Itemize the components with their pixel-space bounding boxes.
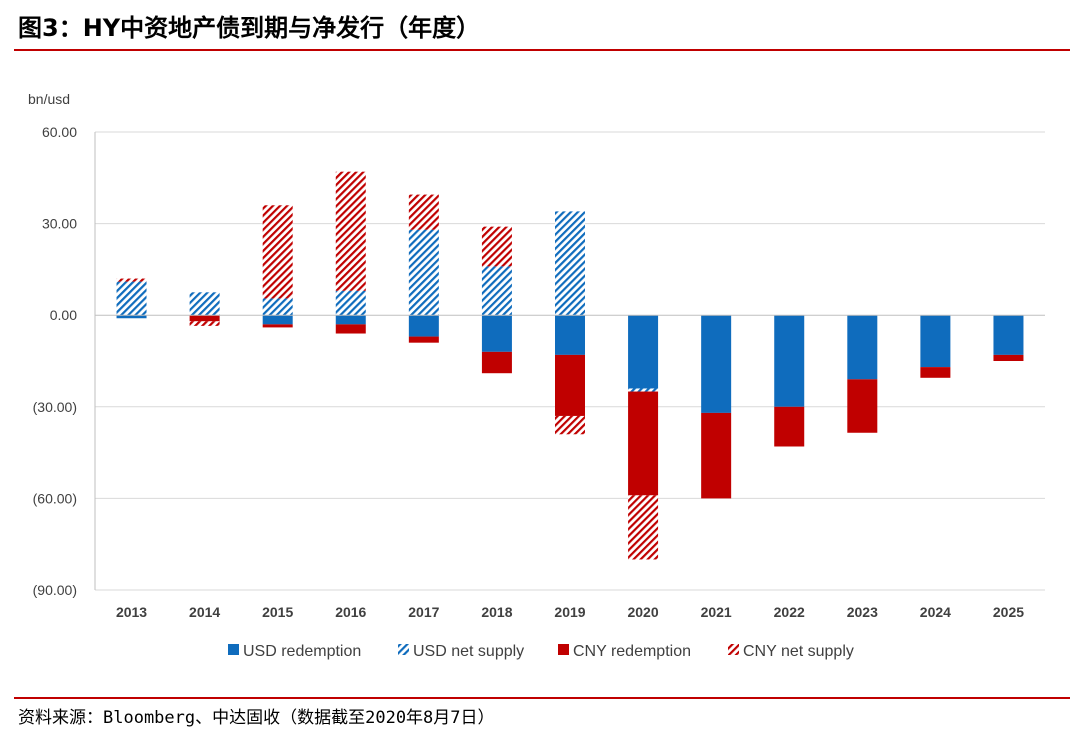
legend-swatch-usd-net-supply	[398, 644, 409, 655]
legend-label: CNY net supply	[743, 643, 854, 660]
legend-swatch-cny-net-supply	[728, 644, 739, 655]
usd-redemption-bar	[774, 315, 805, 407]
stacked-bar-chart: bn/usd 60.00 30.00 0.00 (30.00) (60.00) (90.0…	[28, 91, 1045, 660]
usd-redemption-bar	[262, 315, 293, 325]
usd-redemption-bar	[993, 315, 1024, 355]
x-category-label: 2022	[774, 604, 805, 620]
x-category-label: 2014	[189, 604, 220, 620]
y-tick-label: (30.00)	[33, 399, 77, 415]
x-axis-category-labels: 2013 2014 2015 2016 2017 2018 2019 2020 2021 2022…	[116, 604, 1024, 620]
cny-redemption-bar	[262, 324, 293, 328]
cny-redemption-bar	[555, 354, 585, 416]
cny-redemption-bar	[847, 379, 878, 433]
usd-net-supply-bar	[189, 292, 220, 316]
usd-redemption-bar	[920, 315, 951, 368]
figure-title: 图3：HY中资地产债到期与净发行（年度）	[18, 14, 481, 42]
usd-redemption-bar	[116, 315, 147, 319]
y-tick-label: 0.00	[50, 307, 77, 323]
legend: USD redemption USD net supply CNY redempti…	[228, 643, 854, 660]
legend-label: USD net supply	[413, 643, 524, 660]
usd-net-supply-bar	[335, 290, 366, 316]
cny-redemption-bar	[774, 406, 805, 447]
usd-net-supply-bar	[408, 229, 439, 316]
cny-redemption-bar	[335, 324, 366, 334]
cny-net-supply-bar	[189, 321, 220, 326]
title-rule	[14, 49, 1070, 51]
y-tick-label: 30.00	[42, 216, 77, 232]
cny-net-supply-bar	[116, 278, 147, 282]
y-tick-label: 60.00	[42, 124, 77, 140]
cny-net-supply-bar	[262, 205, 293, 299]
cny-net-supply-bar	[555, 415, 585, 435]
x-category-label: 2016	[335, 604, 366, 620]
usd-redemption-bar	[481, 315, 512, 352]
x-category-label: 2019	[554, 604, 585, 620]
source-rule	[14, 697, 1070, 699]
x-category-label: 2021	[701, 604, 732, 620]
usd-redemption-bar	[555, 315, 585, 355]
legend-label: CNY redemption	[573, 643, 691, 660]
x-category-label: 2024	[920, 604, 951, 620]
x-category-label: 2020	[627, 604, 658, 620]
usd-redemption-bar	[408, 315, 439, 337]
cny-net-supply-bar	[408, 194, 439, 230]
usd-redemption-bar	[628, 315, 659, 389]
legend-label: USD redemption	[243, 643, 361, 660]
cny-redemption-bar	[189, 315, 220, 322]
cny-net-supply-bar	[628, 495, 659, 560]
usd-net-supply-bar	[262, 298, 293, 316]
cny-redemption-bar	[920, 367, 951, 378]
cny-redemption-bar	[481, 351, 512, 374]
usd-redemption-bar	[701, 315, 732, 413]
legend-swatch-cny-redemption	[558, 644, 569, 655]
y-tick-label: (60.00)	[33, 490, 77, 506]
y-axis-unit-label: bn/usd	[28, 91, 70, 107]
cny-redemption-bar	[701, 412, 732, 499]
y-axis-tick-labels: 60.00 30.00 0.00 (30.00) (60.00) (90.00)	[33, 124, 78, 598]
cny-redemption-bar	[993, 354, 1024, 361]
cny-redemption-bar	[628, 391, 659, 496]
usd-redemption-bar	[335, 315, 366, 325]
x-category-label: 2023	[847, 604, 878, 620]
legend-swatch-usd-redemption	[228, 644, 239, 655]
bar-series	[116, 171, 1024, 560]
y-tick-label: (90.00)	[33, 582, 77, 598]
x-category-label: 2025	[993, 604, 1024, 620]
source-note: 资料来源：Bloomberg、中达固收（数据截至2020年8月7日）	[18, 708, 495, 728]
x-category-label: 2015	[262, 604, 293, 620]
x-category-label: 2017	[408, 604, 439, 620]
cny-redemption-bar	[408, 336, 439, 343]
x-category-label: 2013	[116, 604, 147, 620]
usd-net-supply-bar	[555, 211, 585, 316]
x-category-label: 2018	[481, 604, 512, 620]
usd-net-supply-bar	[116, 281, 147, 316]
usd-net-supply-bar	[628, 388, 659, 392]
usd-redemption-bar	[847, 315, 878, 380]
usd-net-supply-bar	[481, 266, 512, 316]
cny-net-supply-bar	[335, 171, 366, 291]
cny-net-supply-bar	[481, 226, 512, 267]
